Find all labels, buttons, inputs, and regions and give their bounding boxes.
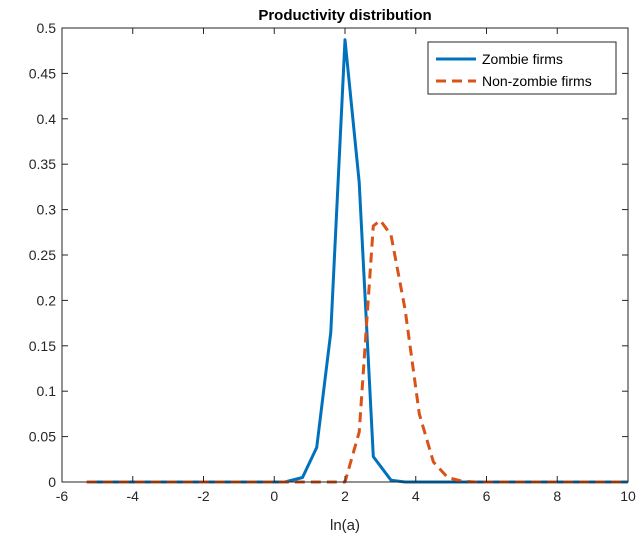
y-axis: 0 0.05 0.1 0.15 0.2 0.25 0.3 0.35 0.4 0.45 0.5 [29, 20, 628, 490]
y-tick-label: 0.05 [29, 429, 56, 445]
plot-area-frame [61, 27, 629, 483]
y-tick-label: 0.45 [29, 65, 56, 81]
x-tick-label: 8 [553, 488, 561, 504]
y-tick-label: 0.2 [37, 292, 57, 308]
y-tick-label: 0.35 [29, 156, 56, 172]
y-tick-label: 0.5 [37, 20, 57, 36]
legend: Zombie firms Non-zombie firms [427, 41, 617, 95]
x-tick-label: -6 [56, 488, 69, 504]
legend-box [427, 41, 617, 95]
x-tick-label: 2 [341, 488, 349, 504]
x-axis-label: ln(a) [330, 517, 360, 534]
y-tick-label: 0.25 [29, 247, 56, 263]
y-tick-label: 0.15 [29, 338, 56, 354]
x-tick-label: -4 [127, 488, 140, 504]
x-axis: -6 -4 -2 0 2 4 6 8 10 [56, 28, 636, 504]
chart-title: Productivity distribution [258, 7, 431, 24]
x-tick-label: 10 [620, 488, 636, 504]
x-tick-label: 0 [270, 488, 278, 504]
series-line-zombie-firms [86, 38, 628, 484]
legend-label: Zombie firms [482, 51, 563, 67]
plot-lines [86, 38, 628, 484]
y-tick-label: 0 [48, 474, 56, 490]
y-tick-label: 0.1 [37, 383, 57, 399]
x-tick-label: 6 [483, 488, 491, 504]
series-line-non-zombie-firms [86, 219, 628, 484]
y-tick-label: 0.4 [37, 111, 57, 127]
y-tick-label: 0.3 [37, 202, 57, 218]
legend-label: Non-zombie firms [482, 73, 592, 89]
x-tick-label: 4 [412, 488, 420, 504]
x-tick-label: -2 [197, 488, 210, 504]
